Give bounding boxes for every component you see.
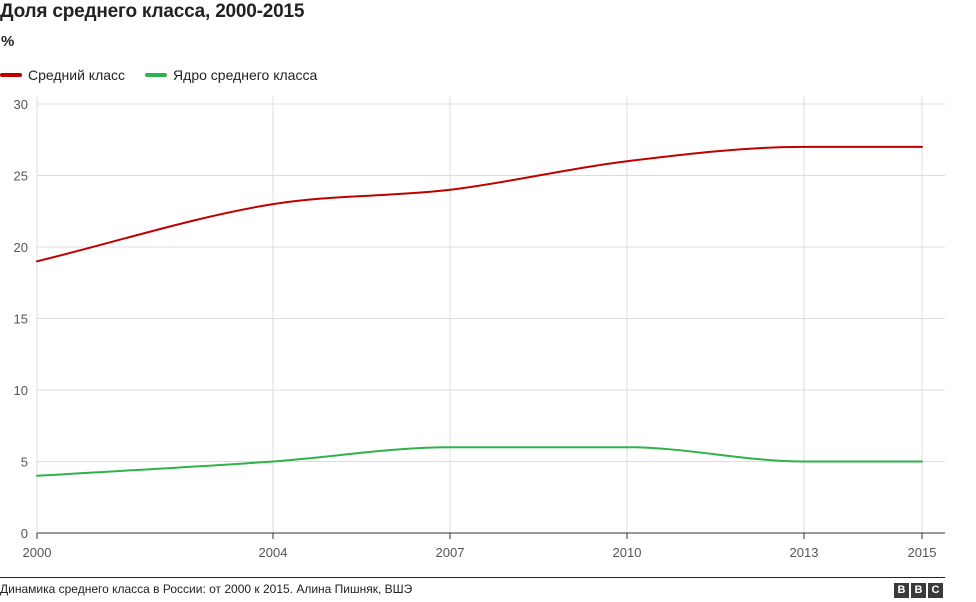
x-tick-label: 2013 (790, 545, 819, 560)
unit-label: % (1, 33, 15, 50)
series-line-core-middle-class (36, 446, 923, 477)
bbc-logo: B B C (892, 583, 943, 598)
legend-item-middle-class: Средний класс (0, 67, 125, 83)
footer-divider (0, 577, 945, 578)
x-tick-label: 2000 (23, 545, 52, 560)
legend-item-core-middle-class: Ядро среднего класса (145, 67, 317, 83)
axes: 0 5 10 15 20 25 30 2000 2004 2007 2010 2013 2015 (14, 96, 945, 560)
series-line-middle-class (36, 145, 923, 263)
x-tick-label: 2004 (259, 545, 288, 560)
x-tick-label: 2007 (436, 545, 465, 560)
chart-title: Доля среднего класса, 2000-2015 (0, 1, 305, 22)
source-note: Динамика среднего класса в России: от 20… (0, 582, 413, 596)
legend-label-core-middle-class: Ядро среднего класса (173, 67, 318, 83)
legend-swatch-core-middle-class (145, 73, 168, 77)
bbc-logo-letter: B (894, 583, 909, 598)
x-tick-label: 2015 (908, 545, 937, 560)
grid (37, 96, 945, 533)
y-tick-label: 20 (14, 240, 28, 255)
bbc-logo-letter: B (911, 583, 926, 598)
y-tick-label: 0 (21, 526, 28, 541)
x-tick-label: 2010 (613, 545, 642, 560)
series (36, 145, 923, 477)
y-tick-label: 10 (14, 383, 28, 398)
bbc-logo-letter: C (928, 583, 943, 598)
legend-swatch-middle-class (0, 73, 22, 77)
y-tick-label: 25 (14, 169, 28, 184)
y-tick-label: 30 (14, 97, 28, 112)
legend-label-middle-class: Средний класс (28, 67, 126, 83)
y-tick-label: 15 (14, 312, 28, 327)
legend: Средний класс Ядро среднего класса (0, 67, 337, 83)
y-tick-label: 5 (21, 455, 28, 470)
